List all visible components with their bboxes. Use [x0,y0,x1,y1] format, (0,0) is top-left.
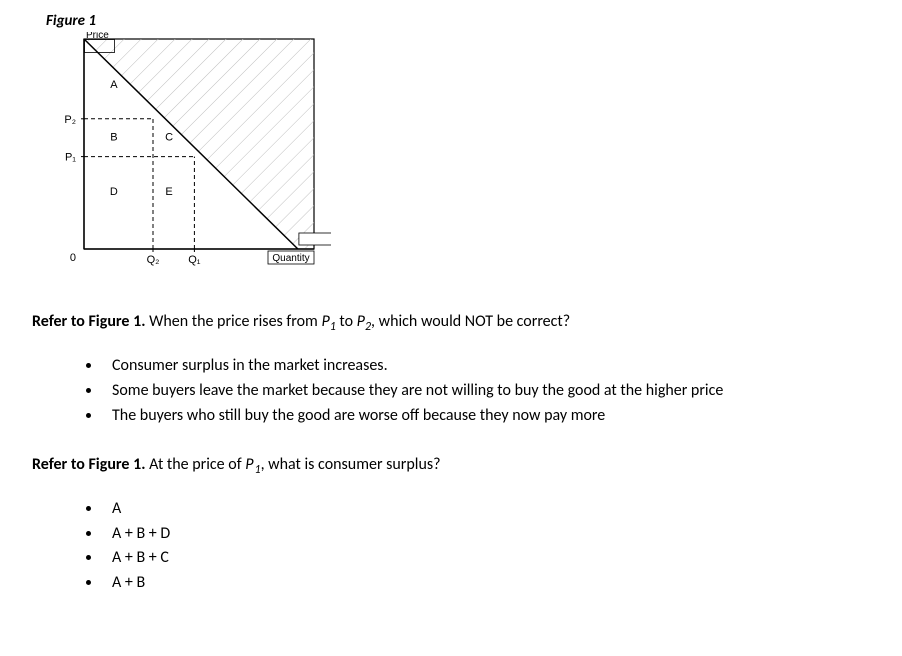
option-item: A [102,497,870,522]
svg-text:B: B [110,132,117,144]
q2-options: AA + B + DA + B + CA + B [102,497,870,596]
svg-text:P₁: P₁ [65,152,76,164]
q2-lead: Refer to Figure 1. [32,455,145,474]
svg-text:0: 0 [70,252,76,264]
q1-mid: to [336,312,357,331]
svg-text:A: A [110,79,118,91]
svg-text:Q₁: Q₁ [188,254,201,266]
svg-text:D: D [110,186,118,198]
svg-text:Q₂: Q₂ [147,254,160,266]
svg-text:P₂: P₂ [64,114,76,126]
q1-text-b: , which would NOT be correct? [371,312,570,331]
option-item: Consumer surplus in the market increases… [102,354,870,379]
q1-lead: Refer to Figure 1. [32,312,145,331]
q1-text-a: When the price rises from [145,312,321,331]
question-1: Refer to Figure 1. When the price rises … [32,310,870,336]
q2-text-b: , what is consumer surplus? [261,455,441,474]
q1-p2: P2 [357,312,371,331]
option-item: The buyers who still buy the good are wo… [102,404,870,429]
q1-options: Consumer surplus in the market increases… [102,354,870,428]
option-item: A + B [102,571,870,596]
q2-p: P1 [245,455,260,474]
q1-p1: P1 [321,312,335,331]
q2-text-a: At the price of [145,455,245,474]
figure-title: Figure 1 [46,12,870,30]
option-item: Some buyers leave the market because the… [102,379,870,404]
chart-svg: ABCDEP₂P₁Q₂Q₁Price0DemandQuantity [46,32,331,277]
question-2: Refer to Figure 1. At the price of P1, w… [32,453,870,479]
demand-chart: ABCDEP₂P₁Q₂Q₁Price0DemandQuantity [46,32,870,282]
option-item: A + B + C [102,546,870,571]
svg-text:Quantity: Quantity [272,253,309,264]
svg-text:C: C [165,132,173,144]
svg-text:E: E [165,186,172,198]
option-item: A + B + D [102,522,870,547]
